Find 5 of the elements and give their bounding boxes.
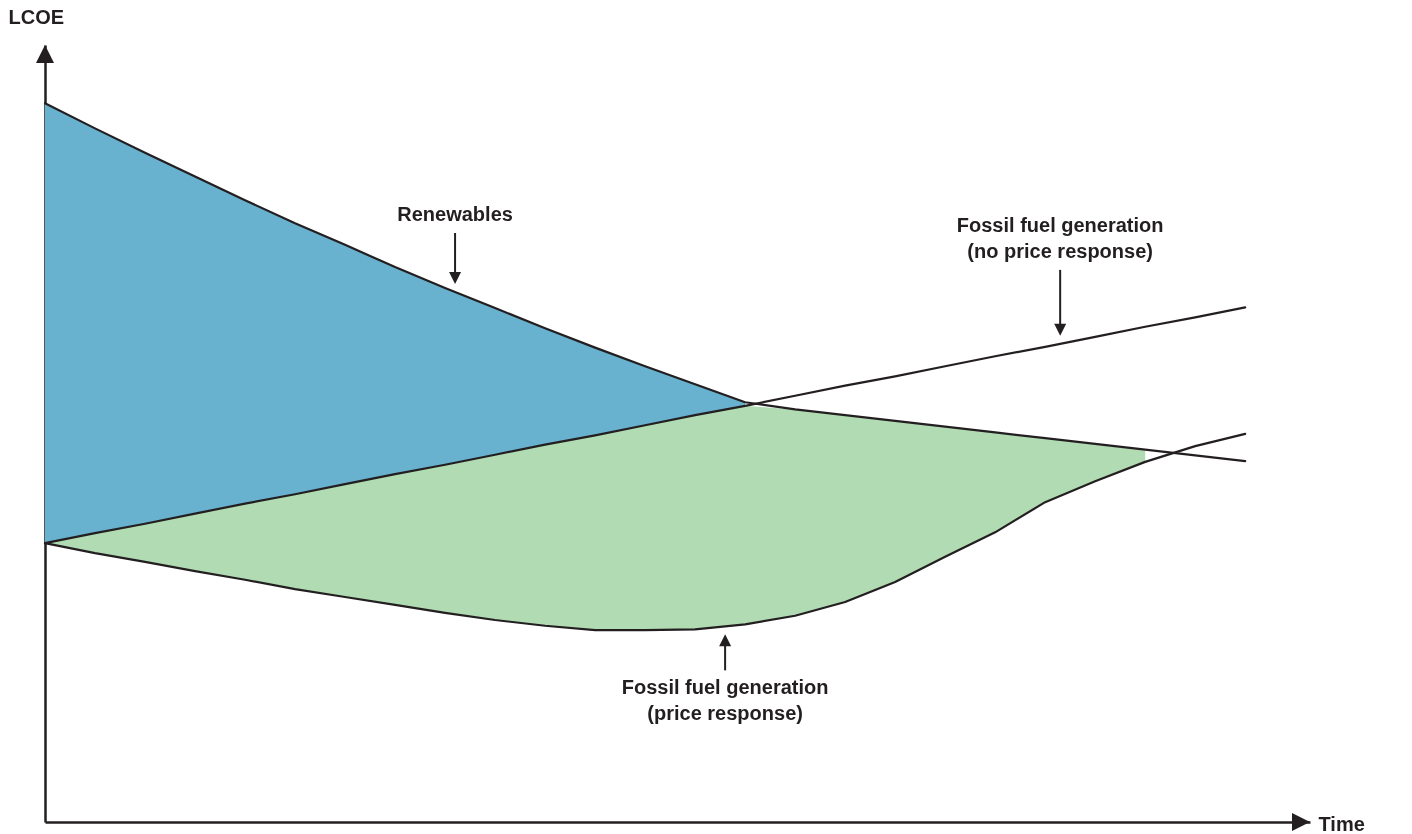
x-axis-title: Time (1318, 812, 1365, 834)
legend-label: Fossil fuel generation (price response) (621, 676, 829, 725)
series-label: Renewables (397, 202, 513, 225)
text: Fossil fuel generation (no price response) (956, 213, 1164, 262)
y-axis-title: LCOE (8, 5, 65, 28)
